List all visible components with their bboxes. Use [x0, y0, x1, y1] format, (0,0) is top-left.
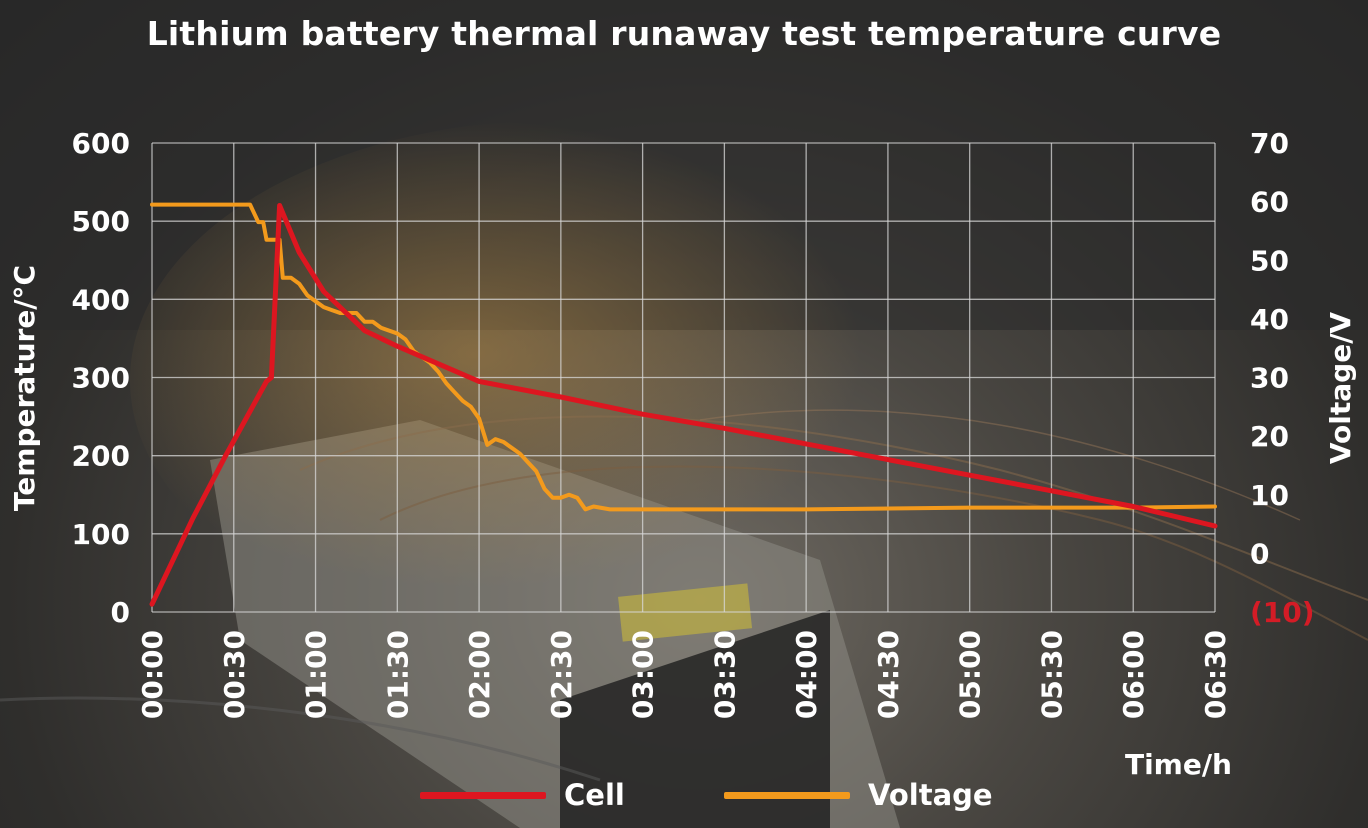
y-tick-label: 600	[72, 127, 130, 160]
x-tick-label: 03:30	[708, 630, 741, 719]
x-axis-label: Time/h	[1125, 748, 1232, 781]
y2-tick-label: 30	[1250, 362, 1289, 395]
x-tick-label: 04:00	[790, 630, 823, 719]
legend-voltage-swatch	[724, 791, 850, 799]
y2-tick-label: 10	[1250, 479, 1289, 512]
y2-tick-label: 60	[1250, 186, 1289, 219]
series-line-voltage	[150, 202, 1217, 512]
x-tick-label: 05:30	[1035, 630, 1068, 719]
x-tick-label: 06:30	[1199, 630, 1232, 719]
x-tick-label: 01:30	[381, 630, 414, 719]
y2-tick-label: 70	[1250, 127, 1289, 160]
y-tick-label: 0	[111, 596, 130, 629]
chart-title: Lithium battery thermal runaway test tem…	[146, 14, 1222, 53]
x-tick-label: 04:30	[872, 630, 905, 719]
x-tick-label: 05:00	[954, 630, 987, 719]
y-tick-label: 400	[72, 283, 130, 316]
x-tick-label: 02:00	[463, 630, 496, 719]
y-tick-label: 500	[72, 205, 130, 238]
series-layer	[149, 202, 1218, 607]
y2-tick-label: 0	[1250, 537, 1269, 570]
x-axis-ticks: 00:00 00:30 01:00 01:30 02:00 02:30 03:00 03:30…	[136, 630, 1232, 719]
left-axis-ticks: 0 100 200 300 400 500 600	[72, 127, 130, 629]
y-tick-label: 100	[72, 518, 130, 551]
x-tick-label: 00:30	[218, 630, 251, 719]
legend-voltage: Voltage	[724, 778, 993, 812]
x-tick-label: 01:00	[300, 630, 333, 719]
y2-tick-label: 40	[1250, 303, 1289, 336]
y2-tick-label: 50	[1250, 244, 1289, 277]
y2-axis-label: Voltage/V	[1324, 312, 1357, 465]
right-axis-ticks: (10) 0 10 20 30 40 50 60 70	[1250, 127, 1315, 629]
y-tick-label: 300	[72, 362, 130, 395]
y-tick-label: 200	[72, 440, 130, 473]
x-tick-label: 00:00	[136, 630, 169, 719]
y-axis-label: Temperature/°C	[8, 265, 41, 511]
x-tick-label: 02:30	[545, 630, 578, 719]
legend-cell-label: Cell	[564, 778, 625, 812]
x-tick-label: 03:00	[627, 630, 660, 719]
y2-tick-label: 20	[1250, 420, 1289, 453]
y2-tick-label: (10)	[1250, 596, 1315, 629]
grid-layer	[151, 142, 1216, 613]
series-line-cell	[149, 203, 1218, 607]
legend-voltage-label: Voltage	[868, 778, 993, 812]
x-tick-label: 06:00	[1117, 630, 1150, 719]
legend-cell-swatch	[420, 791, 546, 799]
legend-cell: Cell	[420, 778, 625, 812]
